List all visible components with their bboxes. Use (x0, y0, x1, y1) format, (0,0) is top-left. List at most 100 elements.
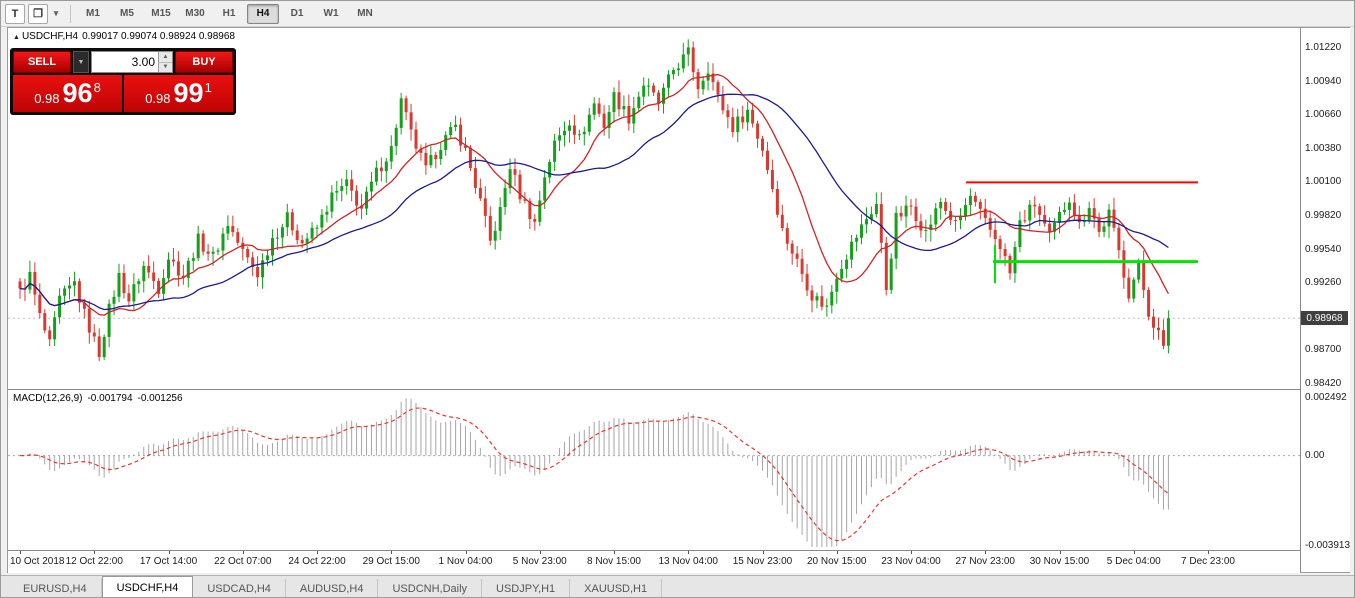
time-axis-label: 22 Oct 07:00 (214, 556, 272, 567)
chart-tab-usdcad-h4[interactable]: USDCAD,H4 (193, 579, 286, 597)
time-axis-tick (391, 551, 393, 554)
time-axis: 10 Oct 2018 12 Oct 22:00 17 Oct 14:00 22 Oc… (8, 551, 1300, 573)
macd-value: -0.001794 (87, 393, 133, 404)
time-axis-tick (836, 551, 838, 554)
sell-price-prefix: 0.98 (34, 90, 60, 106)
macd-axis-label: -0.003913 (1305, 540, 1351, 552)
time-axis-tick (20, 551, 21, 554)
timeframe-button-h4[interactable]: H4 (247, 3, 279, 24)
volume-value[interactable]: 3.00 (131, 55, 155, 69)
windows-icon[interactable]: ❐ (28, 3, 48, 24)
time-axis-tick (1059, 551, 1061, 554)
time-axis-label: 5 Nov 23:00 (512, 556, 567, 567)
macd-axis-label: 0.002492 (1305, 392, 1347, 403)
time-axis-label: 30 Nov 15:00 (1029, 556, 1090, 567)
time-axis-tick (688, 551, 690, 554)
time-axis-label: 12 Oct 22:00 (65, 556, 123, 567)
buy-price-prefix: 0.98 (145, 90, 171, 106)
timeframe-button-m30[interactable]: M30 (185, 8, 205, 19)
panel-separator[interactable] (8, 389, 1349, 390)
symbol-name: USDCHF,H4 (21, 31, 79, 42)
macd-name: MACD(12,26,9) (13, 393, 83, 404)
sell-price-big: 96 (62, 78, 93, 108)
volume-dropdown-icon[interactable]: ▼ (73, 51, 89, 73)
timeframe-button-m1[interactable]: M1 (86, 8, 100, 19)
timeframe-button-mn[interactable]: MN (357, 8, 373, 19)
sell-button[interactable]: SELL (13, 51, 71, 73)
price-axis-label: 0.98700 (1305, 344, 1342, 356)
chart-tab-xauusd-h1[interactable]: XAUUSD,H1 (570, 579, 663, 597)
time-axis-label: 23 Nov 04:00 (881, 556, 941, 567)
buy-button[interactable]: BUY (175, 51, 233, 73)
time-axis-tick (317, 551, 318, 554)
time-axis-label: 20 Nov 15:00 (807, 556, 867, 567)
time-axis-tick (1208, 551, 1209, 554)
symbol-ohlc-label: ▲ USDCHF,H4 0.99017 0.99074 0.98924 0.9896… (13, 31, 239, 42)
volume-stepper[interactable]: ▲ ▼ (158, 52, 172, 72)
candlestick-plot (8, 39, 1300, 361)
time-axis-label: 17 Oct 14:00 (139, 556, 198, 567)
chart-area[interactable]: 1.01220 1.00940 1.00660 1.00380 1.00100 0.998… (7, 27, 1350, 573)
timeframe-button-h1[interactable]: H1 (222, 8, 236, 19)
price-axis-label: 1.00940 (1305, 75, 1342, 87)
axis-separator (8, 550, 1349, 551)
time-axis-tick (465, 551, 467, 554)
chart-tab-usdchf-h4[interactable]: USDCHF,H4 (101, 576, 194, 597)
time-axis-tick (94, 551, 96, 554)
time-axis-tick (614, 551, 615, 554)
volume-down-icon[interactable]: ▼ (158, 62, 172, 72)
macd-axis-label: 0.00 (1305, 449, 1325, 461)
price-axis-label: 1.00660 (1305, 109, 1342, 121)
chart-tab-eurusd-h4[interactable]: EURUSD,H4 (9, 579, 102, 597)
time-axis-tick (1133, 551, 1135, 554)
time-axis-label: 10 Oct 2018 (10, 556, 65, 567)
time-axis-label: 5 Dec 04:00 (1106, 556, 1161, 567)
time-axis-label: 29 Oct 15:00 (362, 556, 420, 567)
price-axis-label: 0.98420 (1305, 378, 1342, 389)
macd-indicator-label: MACD(12,26,9) -0.001794 -0.001256 (13, 393, 188, 404)
template-icon[interactable]: T (5, 3, 25, 24)
timeframe-button-d1[interactable]: D1 (290, 8, 304, 19)
price-axis-label: 1.00380 (1305, 142, 1342, 154)
timeframe-button-w1[interactable]: W1 (323, 8, 339, 19)
volume-input[interactable]: 3.00 ▲ ▼ (91, 51, 173, 73)
chart-tab-usdcnh-daily[interactable]: USDCNH,Daily (378, 579, 483, 597)
timeframe-button-m5[interactable]: M5 (120, 8, 134, 19)
time-axis-tick (242, 551, 244, 554)
time-axis-label: 13 Nov 04:00 (658, 556, 719, 567)
buy-price-display[interactable]: 0.98 99 1 (124, 75, 233, 112)
toolbar-dropdown-icon[interactable]: ▾ (53, 8, 59, 18)
price-axis-label: 1.00100 (1305, 176, 1342, 188)
price-axis: 1.01220 1.00940 1.00660 1.00380 1.00100 0.998… (1300, 28, 1350, 572)
time-axis-label: 7 Dec 23:00 (1181, 556, 1235, 567)
one-click-trading-panel: SELL ▼ 3.00 ▲ ▼ BUY 0.98 96 8 (10, 48, 236, 115)
price-axis-label: 1.01220 (1305, 42, 1342, 53)
chart-tab-bar: EURUSD,H4 USDCHF,H4 USDCAD,H4 AUDUSD,H4 USDC… (1, 575, 1354, 597)
time-axis-label: 24 Oct 22:00 (288, 556, 346, 567)
price-axis-label: 0.99540 (1305, 243, 1342, 255)
time-axis-label: 1 Nov 04:00 (438, 556, 493, 567)
time-axis-label: 27 Nov 23:00 (955, 556, 1016, 567)
macd-plot (8, 398, 1300, 547)
symbol-arrow-icon: ▲ (13, 34, 20, 41)
time-axis-tick (985, 551, 987, 554)
ohlc-values: 0.99017 0.99074 0.98924 0.98968 (82, 31, 235, 42)
volume-up-icon[interactable]: ▲ (158, 52, 172, 63)
bid-price-badge: 0.98968 (1301, 311, 1348, 326)
price-axis-label: 0.99260 (1305, 277, 1342, 289)
sell-price-display[interactable]: 0.98 96 8 (13, 75, 122, 112)
chart-tab-usdjpy-h1[interactable]: USDJPY,H1 (482, 579, 571, 597)
top-toolbar: T ❐ ▾ M1 M5 M15 M30 H1 H4 D1 W1 MN (1, 1, 1354, 27)
sell-price-sup: 8 (93, 79, 101, 95)
time-axis-tick (911, 551, 912, 554)
timeframe-button-m15[interactable]: M15 (151, 8, 171, 19)
time-axis-tick (762, 551, 764, 554)
buy-price-big: 99 (173, 78, 204, 108)
chart-tab-audusd-h4[interactable]: AUDUSD,H4 (285, 579, 379, 597)
buy-price-sup: 1 (204, 79, 212, 95)
time-axis-tick (539, 551, 541, 554)
time-axis-label: 15 Nov 23:00 (732, 556, 793, 567)
price-axis-label: 0.99820 (1305, 210, 1342, 221)
timeframe-button-group: M1 M5 M15 M30 H1 H4 D1 W1 MN (77, 3, 383, 24)
